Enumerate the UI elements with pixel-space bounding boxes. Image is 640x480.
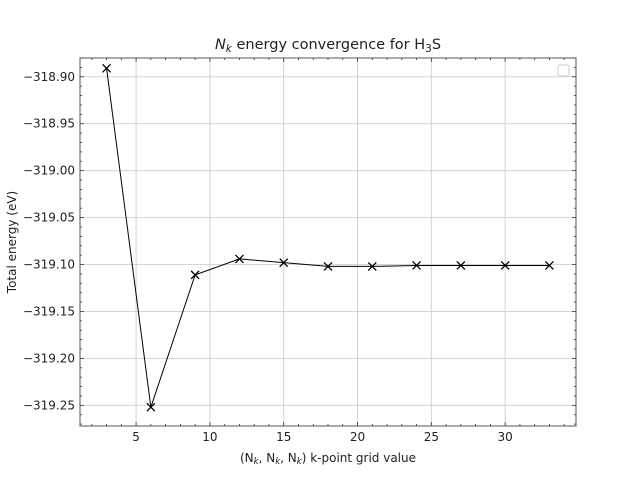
data-point (500, 261, 510, 270)
data-point (102, 63, 112, 73)
x-axis-label: (Nk, Nk, Nk) k-point grid value (240, 451, 416, 467)
data-point-stroke (279, 258, 289, 268)
data-point-stroke (412, 261, 422, 270)
y-tick-label: −319.10 (23, 258, 75, 272)
data-point-stroke (456, 261, 466, 270)
y-tick-label: −319.00 (23, 164, 75, 178)
x-tick-labels: 5 10 15 20 25 30 (132, 430, 513, 444)
data-point-stroke (544, 261, 554, 270)
data-point (279, 258, 289, 268)
y-tick-labels: −319.25 −319.20 −319.15 −319.10 −319.05 −319.… (23, 70, 75, 413)
data-point (412, 261, 422, 270)
data-point-stroke (146, 402, 156, 412)
minor-ticks (80, 57, 576, 426)
data-point-stroke (102, 63, 112, 73)
plot-frame (79, 57, 577, 427)
major-ticks (80, 58, 576, 426)
data-point (234, 254, 244, 264)
y-tick-label: −318.90 (23, 70, 75, 84)
data-point (323, 261, 333, 271)
y-tick-label: −318.95 (23, 117, 75, 131)
y-axis-label: Total energy (eV) (5, 191, 19, 294)
x-tick-label: 5 (132, 430, 140, 444)
y-tick-label: −319.05 (23, 211, 75, 225)
data-point (190, 270, 200, 280)
data-point (544, 261, 554, 270)
x-tick-label: 10 (202, 430, 217, 444)
data-point (367, 261, 377, 271)
x-tick-label: 20 (350, 430, 365, 444)
data-point-stroke (500, 261, 510, 270)
data-point (146, 402, 156, 412)
y-tick-label: −319.20 (23, 351, 75, 365)
data-point-stroke (234, 254, 244, 264)
y-tick-label: −319.15 (23, 304, 75, 318)
legend-box (557, 64, 570, 77)
series-line (106, 68, 550, 408)
y-tick-label: −319.25 (23, 398, 75, 412)
series-energy (102, 63, 554, 412)
grid (80, 58, 576, 426)
data-point (456, 261, 466, 270)
x-tick-label: 30 (498, 430, 513, 444)
data-point-stroke (367, 261, 377, 271)
data-point-stroke (323, 261, 333, 271)
x-tick-label: 15 (276, 430, 291, 444)
data-point-stroke (190, 270, 200, 280)
x-tick-label: 25 (424, 430, 439, 444)
chart-title: Nk energy convergence for H3S (215, 37, 441, 55)
